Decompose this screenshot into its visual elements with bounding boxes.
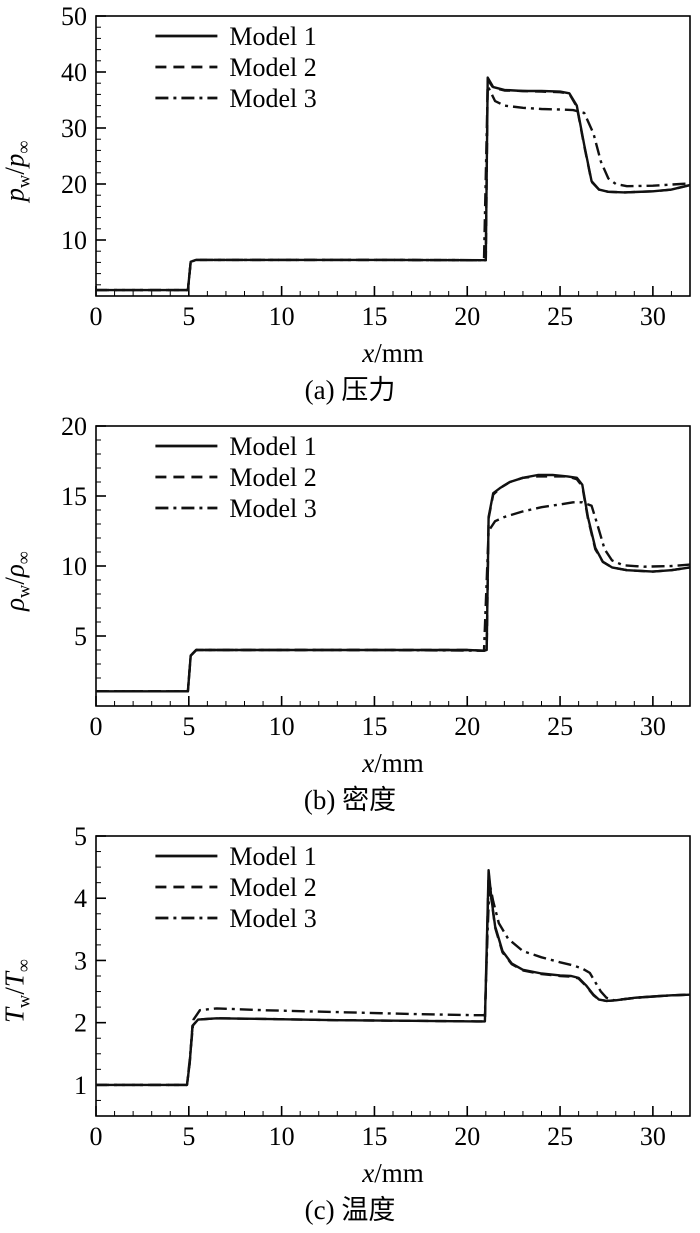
chart-a-row: pw/p∞ 0 5 10 15 20 25 30 10 20 30 40 50 Model 1 Model…: [0, 6, 700, 336]
y-tick-label: 5: [74, 622, 87, 651]
y-symbol-sub: w: [13, 584, 34, 598]
panel-a: pw/p∞ 0 5 10 15 20 25 30 10 20 30 40 50 Model 1 Model…: [0, 0, 700, 410]
y-tick-label: 3: [74, 946, 87, 975]
x-tick-label: 15: [361, 302, 387, 331]
legend-label-3: Model 3: [229, 84, 316, 113]
y-axis-title-b: ρw/ρ∞: [0, 416, 34, 746]
series-model-1: [96, 76, 691, 292]
x-tick-label: 0: [90, 1122, 103, 1151]
x-tick-label: 10: [269, 302, 295, 331]
y-symbol: T: [0, 1007, 30, 1023]
y-denominator: ρ: [0, 564, 30, 578]
legend-label-3: Model 3: [229, 904, 316, 933]
x-tick-label: 15: [361, 712, 387, 741]
y-tick-label: 5: [74, 826, 87, 851]
y-symbol: p: [0, 187, 30, 202]
x-tick-label: 15: [361, 1122, 387, 1151]
x-tick-label: 30: [640, 712, 666, 741]
x-tick-label: 20: [454, 302, 480, 331]
y-separator: /: [0, 167, 30, 175]
panel-c: Tw/T∞ 0 5 10 15 20 25 30 1 2 3 4 5 Model 1 Model 2 Mod…: [0, 820, 700, 1230]
y-tick-label: 10: [61, 552, 87, 581]
x-tick-label: 5: [182, 302, 195, 331]
legend-label-1: Model 1: [229, 842, 316, 871]
legend-label-1: Model 1: [229, 432, 316, 461]
x-tick-label: 5: [182, 1122, 195, 1151]
x-tick-label: 5: [182, 712, 195, 741]
y-symbol: ρ: [0, 597, 30, 611]
y-denominator-sub: ∞: [13, 551, 34, 565]
x-unit: /mm: [374, 338, 424, 368]
plot-border: [95, 15, 691, 297]
x-tick-label: 10: [269, 712, 295, 741]
legend-label-2: Model 2: [229, 463, 316, 492]
y-axis-title-a: pw/p∞: [0, 6, 34, 336]
y-axis-title-text-a: pw/p∞: [0, 141, 35, 202]
y-axis-title-c: Tw/T∞: [0, 826, 34, 1156]
plot-border: [95, 425, 691, 707]
x-tick-label: 10: [269, 1122, 295, 1151]
legend-label-1: Model 1: [229, 22, 316, 51]
legend-label-2: Model 2: [229, 53, 316, 82]
x-tick-label: 20: [454, 1122, 480, 1151]
x-tick-label: 25: [547, 302, 573, 331]
y-tick-label: 4: [74, 884, 87, 913]
y-separator: /: [0, 987, 30, 995]
panel-caption-c: (c) 温度: [304, 1195, 396, 1225]
x-unit: /mm: [374, 1158, 424, 1188]
legend-label-3: Model 3: [229, 494, 316, 523]
plot-border: [95, 835, 691, 1117]
y-tick-label: 15: [61, 482, 87, 511]
panel-caption-a: (a) 压力: [304, 375, 396, 405]
x-symbol: x: [362, 1158, 375, 1188]
series-model-3: [96, 501, 691, 693]
x-tick-label: 25: [547, 712, 573, 741]
x-tick-label: 0: [90, 302, 103, 331]
series-model-3: [96, 881, 691, 1087]
x-tick-label: 30: [640, 1122, 666, 1151]
panel-caption-b: (b) 密度: [303, 785, 397, 815]
x-axis-title-b: x/mm: [86, 746, 700, 780]
y-axis-title-text-b: ρw/ρ∞: [0, 551, 35, 611]
y-tick-label: 1: [74, 1071, 87, 1100]
y-denominator: T: [0, 972, 30, 988]
y-tick-label: 20: [61, 170, 87, 199]
y-denominator-sub: ∞: [13, 140, 34, 154]
y-symbol-sub: w: [13, 994, 34, 1008]
y-tick-label: 10: [61, 226, 87, 255]
legend-label-2: Model 2: [229, 873, 316, 902]
y-symbol-sub: w: [13, 174, 34, 188]
y-denominator: p: [0, 153, 30, 168]
x-axis-title-c: x/mm: [86, 1156, 700, 1190]
x-tick-label: 30: [640, 302, 666, 331]
x-symbol: x: [362, 748, 375, 778]
series-model-3: [96, 84, 691, 292]
y-tick-label: 30: [61, 114, 87, 143]
x-axis-title-a: x/mm: [86, 336, 700, 370]
series-model-1: [96, 473, 691, 693]
y-tick-label: 50: [61, 6, 87, 31]
x-unit: /mm: [374, 748, 424, 778]
x-symbol: x: [362, 338, 375, 368]
y-tick-label: 40: [61, 58, 87, 87]
series-model-1: [96, 869, 691, 1087]
series-model-2: [96, 78, 691, 292]
y-separator: /: [0, 577, 30, 585]
series-model-2: [96, 872, 691, 1087]
y-tick-label: 2: [74, 1009, 87, 1038]
chart-c-row: Tw/T∞ 0 5 10 15 20 25 30 1 2 3 4 5 Model 1 Model 2 Mod…: [0, 826, 700, 1156]
x-tick-label: 20: [454, 712, 480, 741]
y-tick-label: 20: [61, 416, 87, 441]
y-axis-title-text-c: Tw/T∞: [0, 959, 35, 1023]
y-denominator-sub: ∞: [13, 959, 34, 973]
x-tick-label: 25: [547, 1122, 573, 1151]
x-tick-label: 0: [90, 712, 103, 741]
